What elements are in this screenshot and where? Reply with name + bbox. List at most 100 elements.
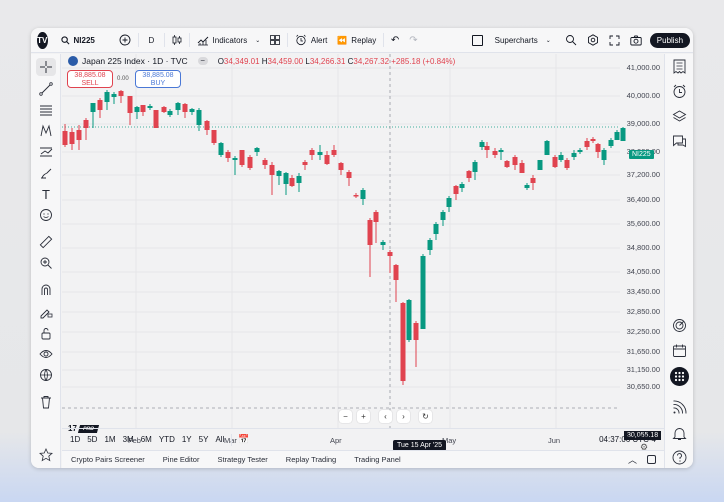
go-to-date-icon[interactable]: 📅: [238, 434, 250, 444]
price-label: 32,250.00: [626, 327, 660, 336]
publish-button[interactable]: Publish: [649, 32, 691, 48]
watchlist-button[interactable]: [671, 58, 688, 75]
symbol-search[interactable]: NI225: [56, 28, 100, 53]
fib-tool[interactable]: [36, 101, 56, 119]
zoom-in-icon: [40, 257, 52, 269]
crosshair-tool[interactable]: [36, 58, 56, 76]
collapse-icon[interactable]: –: [197, 57, 208, 65]
alert-button[interactable]: Alert: [290, 28, 332, 53]
tradingview-logo[interactable]: TV: [37, 31, 48, 49]
prediction-tool[interactable]: [36, 143, 56, 161]
reset-chart-button[interactable]: ↻: [419, 410, 432, 423]
magnet-tool[interactable]: [36, 281, 56, 299]
chart-pane[interactable]: Japan 225 Index · 1D · TVC – O34,349.01 …: [62, 54, 664, 452]
ruler-tool[interactable]: [36, 233, 56, 251]
replay-button[interactable]: ⏪ Replay: [332, 28, 381, 53]
divider: [231, 433, 233, 446]
open-value: 34,349.01: [223, 56, 260, 66]
range-3m[interactable]: 3M: [122, 435, 134, 444]
chart-type-button[interactable]: [167, 28, 187, 53]
chats-button[interactable]: [671, 133, 688, 150]
horizontal-lines-icon: [40, 105, 52, 116]
range-5y[interactable]: 5Y: [198, 435, 209, 444]
delete-tool[interactable]: [36, 393, 56, 411]
trend-line-icon: [39, 82, 53, 96]
zoom-out-button[interactable]: −: [339, 410, 352, 423]
zoom-in-tool[interactable]: [36, 254, 56, 272]
gear-icon: [587, 34, 598, 46]
hide-tool[interactable]: [36, 345, 56, 363]
time-label: Apr: [330, 436, 342, 445]
bottom-tab-replay-trading[interactable]: Replay Trading: [285, 455, 337, 464]
sell-label: SELL: [81, 80, 99, 87]
layout-selector[interactable]: Supercharts ⌄: [467, 28, 556, 53]
fullscreen-button[interactable]: [604, 28, 625, 53]
publish-wrap: Publish: [647, 28, 693, 53]
price-axis[interactable]: 41,000.0040,000.0039,000.0038,000.0037,2…: [620, 54, 664, 428]
maximize-panel-icon[interactable]: [647, 455, 656, 464]
bottom-tab-pine-editor[interactable]: Pine Editor: [162, 455, 200, 464]
trend-line-tool[interactable]: [36, 80, 56, 98]
bottom-tab-trading-panel[interactable]: Trading Panel: [354, 455, 401, 464]
range-all[interactable]: All: [215, 435, 225, 444]
interval-button[interactable]: D: [141, 28, 163, 53]
undo-icon: ↶: [390, 34, 400, 46]
range-1y[interactable]: 1Y: [181, 435, 192, 444]
bottom-tab-crypto-pairs-screener[interactable]: Crypto Pairs Screener: [71, 455, 145, 464]
help-button[interactable]: [671, 449, 688, 466]
range-1m[interactable]: 1M: [104, 435, 116, 444]
series-legend: Japan 225 Index · 1D · TVC – O34,349.01 …: [68, 56, 455, 66]
high-label: H: [261, 56, 268, 66]
indicators-icon: [197, 36, 208, 45]
settings-button[interactable]: [582, 28, 604, 53]
indicators-button[interactable]: Indicators ⌄: [192, 28, 266, 53]
buy-button[interactable]: 38,885.08 BUY: [135, 70, 181, 88]
scroll-right-button[interactable]: ›: [397, 410, 410, 423]
news-stream-button[interactable]: [671, 399, 688, 416]
object-tree-button[interactable]: [671, 108, 688, 125]
sell-button[interactable]: 38,885.08 SELL: [67, 70, 113, 88]
drawing-mode-tool[interactable]: [36, 303, 56, 321]
range-5d[interactable]: 5D: [87, 435, 98, 444]
range-6m[interactable]: 6M: [140, 435, 152, 444]
favorites-tool[interactable]: [36, 446, 56, 464]
lock-tool[interactable]: [36, 324, 56, 342]
zoom-in-button[interactable]: +: [357, 410, 370, 423]
layouts-button[interactable]: [265, 28, 285, 53]
notifications-button[interactable]: [671, 425, 688, 442]
series-title[interactable]: Japan 225 Index · 1D · TVC: [82, 56, 188, 66]
axis-settings-button[interactable]: ⚙: [640, 442, 648, 453]
help-icon: [672, 450, 687, 465]
price-label: 41,000.00: [626, 63, 660, 72]
divider: [287, 33, 288, 47]
text-tool[interactable]: T: [36, 185, 56, 203]
time-label: Jun: [548, 436, 561, 445]
reset-icon: ↻: [422, 412, 429, 421]
bottom-tab-strategy-tester[interactable]: Strategy Tester: [217, 455, 268, 464]
clock-timezone[interactable]: 04:37:06 UTC-4: [599, 435, 656, 444]
undo-button[interactable]: ↶: [386, 28, 404, 53]
scroll-left-button[interactable]: ‹: [379, 410, 392, 423]
pattern-icon: [40, 124, 52, 137]
calendar-button[interactable]: [671, 342, 688, 359]
time-label: Mar: [224, 436, 237, 445]
interval-label: D: [148, 35, 155, 45]
hotlists-button[interactable]: [671, 317, 688, 334]
alerts-button[interactable]: [671, 83, 688, 100]
collapse-panel-icon[interactable]: ︿: [627, 455, 637, 465]
target-icon: [673, 319, 686, 332]
snapshot-button[interactable]: [625, 28, 647, 53]
range-ytd[interactable]: YTD: [158, 435, 175, 444]
redo-button[interactable]: ↷: [404, 28, 422, 53]
compare-button[interactable]: [114, 28, 136, 53]
products-button[interactable]: [670, 367, 689, 386]
signal-icon: [673, 400, 687, 414]
symbol-flag-icon: [68, 56, 78, 66]
range-1d[interactable]: 1D: [70, 435, 81, 444]
globe-tool[interactable]: [36, 366, 56, 384]
alert-label: Alert: [310, 35, 328, 45]
emoji-tool[interactable]: [36, 206, 56, 224]
brush-tool[interactable]: [36, 164, 56, 182]
pattern-tool[interactable]: [36, 122, 56, 140]
quick-search-button[interactable]: [560, 28, 582, 53]
